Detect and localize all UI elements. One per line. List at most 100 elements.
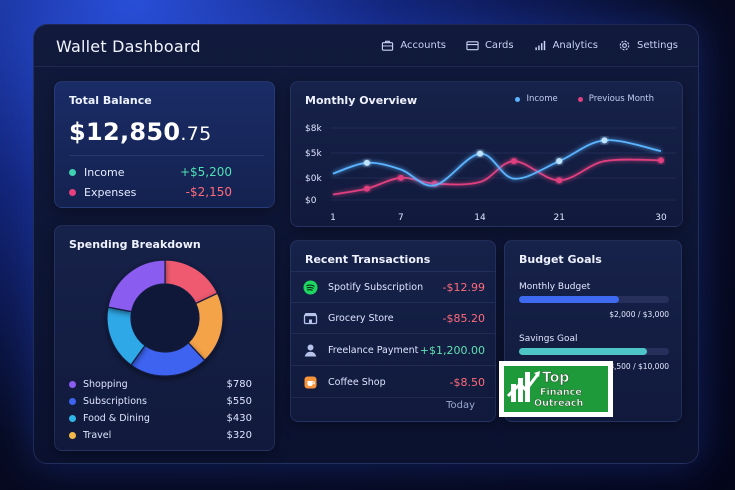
y-tick-label: $0 xyxy=(305,196,317,206)
spending-title: Spending Breakdown xyxy=(69,238,201,251)
y-tick-label: $8k xyxy=(305,124,322,134)
category-value: $780 xyxy=(226,379,252,390)
expenses-row: Expenses -$2,150 xyxy=(69,185,232,199)
dashboard-window: Wallet Dashboard Accounts Cards Analytic… xyxy=(33,24,699,464)
transaction-row[interactable]: Coffee Shop -$8.50 xyxy=(303,372,485,392)
nav-accounts[interactable]: Accounts xyxy=(381,39,446,52)
top-bar: Wallet Dashboard Accounts Cards Analytic… xyxy=(34,25,698,67)
category-row-travel: Travel $320 xyxy=(69,430,252,441)
transaction-amount: +$1,200.00 xyxy=(419,343,485,357)
bar-chart-icon xyxy=(534,40,545,51)
legend-previous-dot xyxy=(577,96,583,102)
category-value: $320 xyxy=(226,430,252,441)
income-value: +$5,200 xyxy=(179,165,232,179)
person-icon xyxy=(303,343,318,358)
data-point xyxy=(556,158,563,165)
goal-progress-bar xyxy=(519,348,669,355)
income-row: Income +$5,200 xyxy=(69,165,232,179)
overview-chart: $8k $5k $0k $0 1 7 14 21 30 xyxy=(305,124,676,223)
gear-icon xyxy=(619,40,630,51)
goal-progress-bar xyxy=(519,296,669,303)
balance-amount-main: $12,850 xyxy=(69,118,181,146)
data-point xyxy=(510,158,517,165)
category-label: Travel xyxy=(83,430,112,441)
transaction-row[interactable]: Freelance Payment +$1,200.00 xyxy=(303,340,485,360)
data-point xyxy=(601,137,608,144)
data-point xyxy=(477,150,484,157)
expenses-dot xyxy=(69,188,76,196)
spending-donut-chart xyxy=(106,259,224,377)
series-line-previous-month xyxy=(332,158,662,196)
nav-analytics-label: Analytics xyxy=(552,40,598,51)
goal-progress-fill xyxy=(519,296,619,303)
goal-progress-fill xyxy=(519,348,647,355)
x-tick-label: 21 xyxy=(553,213,564,223)
x-tick-label: 30 xyxy=(655,213,667,223)
transactions-divider xyxy=(291,397,495,398)
balance-amount-cents: .75 xyxy=(180,123,212,145)
category-row-subscriptions: Subscriptions $550 xyxy=(69,396,252,407)
goal-value: $8,500 / $10,000 xyxy=(604,362,669,371)
legend-income-dot xyxy=(515,96,521,102)
svg-text:Finance: Finance xyxy=(540,387,582,398)
data-point xyxy=(658,157,664,164)
category-dot xyxy=(69,432,76,439)
logo-graphic: Top Finance Outreach xyxy=(506,370,584,409)
transactions-footer: Today xyxy=(446,400,475,411)
series-line-income xyxy=(332,139,662,187)
transactions-title: Recent Transactions xyxy=(305,253,431,266)
goal-label: Monthly Budget xyxy=(519,282,591,292)
x-tick-label: 1 xyxy=(330,213,336,223)
nav-cards-label: Cards xyxy=(484,40,514,51)
data-point xyxy=(363,159,370,166)
nav-settings[interactable]: Settings xyxy=(618,39,678,52)
recent-transactions-card: Recent Transactions Spotify Subscription… xyxy=(290,240,496,422)
category-value: $550 xyxy=(226,396,252,407)
nav-settings-label: Settings xyxy=(636,40,678,51)
spending-breakdown-card: Spending Breakdown Shopping $780 Subscrip… xyxy=(54,225,275,451)
income-label: Income xyxy=(84,165,125,179)
transaction-amount: -$85.20 xyxy=(442,311,485,325)
expenses-value: -$2,150 xyxy=(185,185,232,199)
transactions-divider xyxy=(291,365,495,366)
top-nav: Accounts Cards Analytics Settings xyxy=(381,39,678,52)
coffee-icon xyxy=(303,375,318,390)
category-dot xyxy=(69,398,76,405)
app-title: Wallet Dashboard xyxy=(56,37,201,56)
category-value: $430 xyxy=(226,413,252,424)
data-point xyxy=(363,185,370,192)
transaction-name: Grocery Store xyxy=(328,312,394,324)
nav-accounts-label: Accounts xyxy=(400,40,446,51)
category-row-shopping: Shopping $780 xyxy=(69,379,252,390)
logo-panel: Top Finance Outreach xyxy=(504,366,608,412)
legend-income: Income xyxy=(515,94,558,104)
nav-analytics[interactable]: Analytics xyxy=(534,39,598,52)
balance-title: Total Balance xyxy=(69,94,152,107)
spotify-icon xyxy=(303,280,318,295)
x-tick-label: 14 xyxy=(474,213,486,223)
transaction-name: Coffee Shop xyxy=(328,376,386,388)
total-balance-card: Total Balance $12,850.75 Income +$5,200 … xyxy=(54,81,275,208)
transactions-divider xyxy=(291,302,495,303)
transaction-row[interactable]: Spotify Subscription -$12.99 xyxy=(303,277,485,297)
card-icon xyxy=(466,41,479,51)
data-point xyxy=(397,174,404,181)
nav-cards[interactable]: Cards xyxy=(466,39,514,52)
goal-label: Savings Goal xyxy=(519,334,578,344)
transactions-divider xyxy=(291,271,495,272)
category-dot xyxy=(69,381,76,388)
y-tick-label: $0k xyxy=(305,174,322,184)
transaction-amount: -$12.99 xyxy=(442,280,485,294)
overview-legend: Income Previous Month xyxy=(515,94,654,104)
top-finance-outreach-logo: Top Finance Outreach xyxy=(499,361,613,417)
transaction-row[interactable]: Grocery Store -$85.20 xyxy=(303,308,485,328)
category-row-food: Food & Dining $430 xyxy=(69,413,252,424)
category-label: Food & Dining xyxy=(83,413,150,424)
briefcase-icon xyxy=(382,40,394,51)
data-point xyxy=(556,177,563,184)
x-tick-label: 7 xyxy=(398,213,404,223)
legend-previous: Previous Month xyxy=(577,94,654,104)
goal-value: $2,000 / $3,000 xyxy=(609,310,669,319)
svg-text:Outreach: Outreach xyxy=(534,398,584,409)
transaction-name: Spotify Subscription xyxy=(328,281,424,293)
